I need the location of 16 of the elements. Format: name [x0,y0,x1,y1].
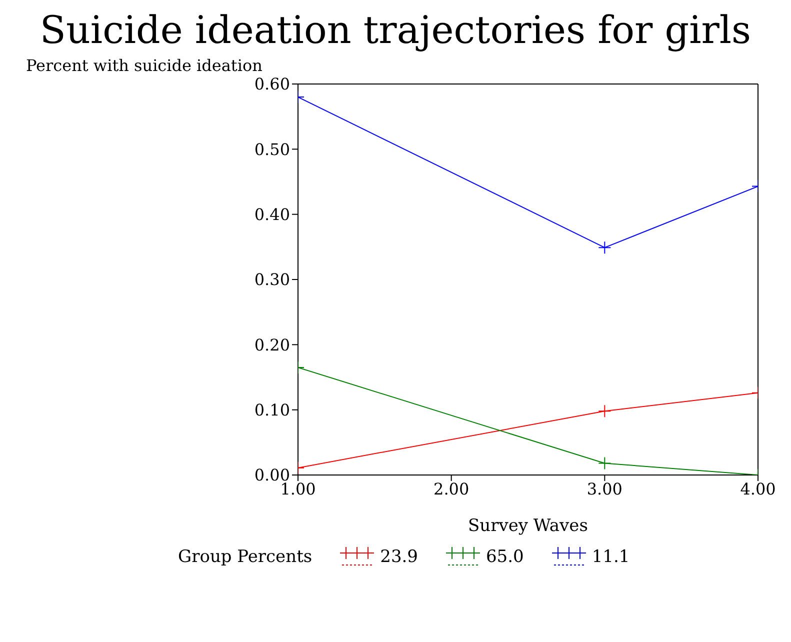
y-tick-label: 0.30 [254,270,290,290]
y-axis-title: Percent with suicide ideation [26,56,264,75]
legend-label: 11.1 [592,547,630,567]
y-tick-label: 0.60 [254,74,290,94]
chart-title: Suicide ideation trajectories for girls [38,8,752,52]
y-tick-label: 0.20 [254,335,290,354]
y-tick-label: 0.10 [254,400,290,420]
y-tick-label: 0.40 [254,205,290,224]
legend-label: 23.9 [380,547,418,567]
x-tick-label: 2.00 [434,479,470,498]
legend-label: 65.0 [486,547,524,567]
legend-title: Group Percents [178,547,312,567]
x-tick-label: 3.00 [586,479,622,498]
x-tick-label: 4.00 [740,479,776,498]
y-tick-label: 0.50 [254,140,290,159]
x-axis-title: Survey Waves [468,516,588,536]
